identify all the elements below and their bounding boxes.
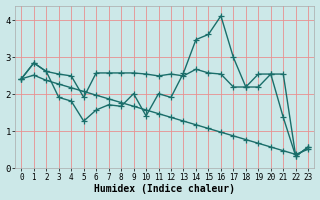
X-axis label: Humidex (Indice chaleur): Humidex (Indice chaleur) xyxy=(94,184,235,194)
